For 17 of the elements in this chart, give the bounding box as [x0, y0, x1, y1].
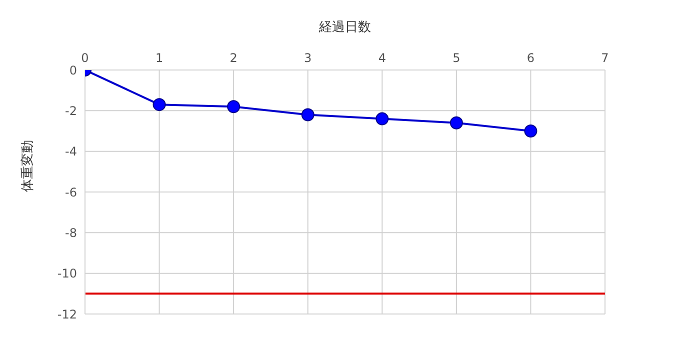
y-tick-label: -10 — [57, 266, 77, 281]
y-axis-title: 体重変動 — [20, 140, 36, 192]
y-tick-label: -8 — [65, 226, 77, 240]
x-tick-label: 6 — [526, 51, 535, 65]
y-tick-label: -4 — [65, 144, 77, 159]
x-tick-label: 5 — [452, 51, 460, 65]
x-tick-label: 2 — [230, 51, 238, 65]
x-tick-label: 0 — [81, 51, 89, 65]
y-tick-label: 0 — [69, 63, 77, 78]
y-tick-label: -2 — [65, 104, 77, 118]
y-tick-label: -6 — [65, 185, 77, 200]
x-tick-label: 3 — [304, 51, 312, 65]
x-tick-label: 1 — [155, 51, 164, 65]
x-tick-label: 4 — [378, 51, 386, 65]
x-axis-title: 経過日数 — [318, 20, 371, 36]
y-tick-label: -12 — [57, 307, 77, 322]
x-tick-label: 7 — [601, 51, 609, 65]
